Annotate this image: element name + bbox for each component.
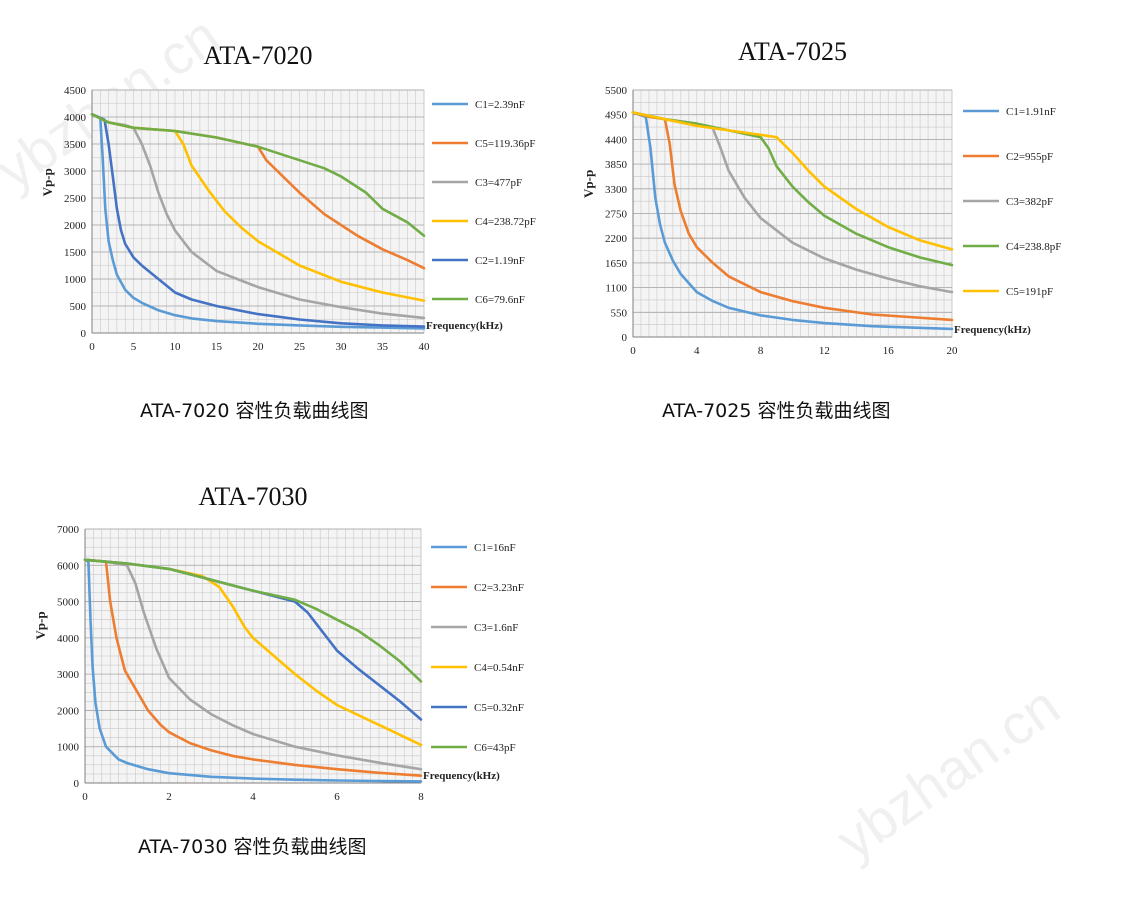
x-tick-label: 12: [819, 345, 830, 357]
chart-title: ATA-7020: [203, 41, 312, 70]
legend-label: C1=2.39nF: [475, 99, 525, 111]
x-tick-label: 5: [131, 341, 137, 353]
x-tick-label: 25: [294, 341, 306, 353]
legend-label: C1=1.91nF: [1006, 106, 1056, 118]
y-tick-label: 1500: [64, 247, 87, 259]
y-tick-label: 550: [611, 307, 628, 319]
y-axis-label: Vp-p: [581, 170, 596, 198]
x-tick-label: 0: [630, 345, 636, 357]
series-line: [631, 111, 954, 267]
y-tick-label: 7000: [57, 524, 80, 536]
x-tick-label: 8: [758, 345, 764, 357]
series-line: [631, 111, 954, 322]
caption-ata-7020: ATA-7020 容性负载曲线图: [140, 400, 369, 422]
y-tick-label: 5000: [57, 597, 80, 609]
x-axis-label: Frequency(kHz): [426, 320, 503, 332]
chart-panel-ata-7020: 0 500 1000 1500 2000 2500 3000 3500 4000 4500 0 5 10…: [40, 30, 560, 370]
legend-label: C4=238.72pF: [475, 216, 536, 228]
chart-title: ATA-7030: [198, 482, 307, 511]
y-tick-label: 2200: [605, 233, 628, 245]
legend-label: C4=0.54nF: [474, 662, 524, 674]
series-line: [631, 111, 954, 251]
y-tick-label: 5500: [605, 85, 628, 97]
series-line: [83, 558, 423, 783]
chart-ata-7020: 0 500 1000 1500 2000 2500 3000 3500 4000 4500 0 5 10…: [40, 41, 536, 353]
x-tick-label: 2: [166, 791, 172, 803]
y-tick-label: 1650: [605, 258, 628, 270]
series-line: [83, 558, 423, 771]
caption-ata-7030: ATA-7030 容性负载曲线图: [138, 836, 367, 858]
x-tick-label: 8: [418, 791, 424, 803]
x-axis-label: Frequency(kHz): [423, 770, 500, 782]
series-line: [83, 558, 423, 683]
chart-ata-7030: 0 1000 2000 3000 4000 5000 6000 7000 0 2 4 6 8 ATA-70…: [33, 482, 524, 803]
y-tick-label: 2000: [57, 705, 80, 717]
grid: [92, 89, 424, 334]
y-tick-label: 3500: [64, 139, 87, 151]
y-tick-label: 1100: [605, 283, 627, 295]
y-tick-label: 6000: [57, 560, 80, 572]
legend-label: C2=955pF: [1006, 151, 1053, 163]
y-tick-label: 500: [70, 301, 87, 313]
x-tick-label: 30: [336, 341, 348, 353]
legend-label: C4=238.8pF: [1006, 241, 1061, 253]
y-tick-label: 4400: [605, 134, 628, 146]
y-tick-label: 4500: [64, 85, 87, 97]
y-tick-label: 2750: [605, 209, 628, 221]
y-tick-label: 3000: [64, 166, 87, 178]
y-tick-label: 3000: [57, 669, 80, 681]
legend-label: C2=3.23nF: [474, 582, 524, 594]
x-tick-label: 4: [694, 345, 700, 357]
x-tick-label: 20: [253, 341, 265, 353]
legend-label: C5=0.32nF: [474, 702, 524, 714]
y-tick-label: 1000: [57, 742, 80, 754]
chart-panel-ata-7025: 0 550 1100 1650 2200 2750 3300 3850 4400 4950 5500…: [575, 30, 1095, 370]
y-tick-label: 0: [81, 328, 87, 340]
y-axis-label: Vp-p: [33, 611, 48, 639]
legend-label: C3=477pF: [475, 177, 522, 189]
series-line: [90, 113, 426, 330]
x-tick-label: 0: [89, 341, 95, 353]
y-tick-label: 3850: [605, 159, 628, 171]
y-tick-label: 4000: [64, 112, 87, 124]
x-tick-label: 15: [211, 341, 223, 353]
legend-label: C2=1.19nF: [475, 255, 525, 267]
x-tick-label: 20: [947, 345, 959, 357]
grid: [85, 528, 421, 784]
legend-label: C3=382pF: [1006, 196, 1053, 208]
legend-label: C6=79.6nF: [475, 294, 525, 306]
y-tick-label: 0: [622, 332, 628, 344]
y-tick-label: 0: [74, 778, 80, 790]
chart-panel-ata-7030: 0 1000 2000 3000 4000 5000 6000 7000 0 2 4 6 8 ATA-70…: [30, 475, 560, 815]
y-tick-label: 1000: [64, 274, 87, 286]
x-tick-label: 4: [250, 791, 256, 803]
x-tick-label: 10: [170, 341, 182, 353]
x-tick-label: 40: [419, 341, 431, 353]
x-tick-label: 35: [377, 341, 389, 353]
chart-ata-7025: 0 550 1100 1650 2200 2750 3300 3850 4400 4950 5500…: [581, 37, 1061, 357]
caption-ata-7025: ATA-7025 容性负载曲线图: [662, 400, 891, 422]
y-tick-label: 2000: [64, 220, 87, 232]
legend-label: C5=191pF: [1006, 286, 1053, 298]
legend-label: C3=1.6nF: [474, 622, 518, 634]
legend-label: C1=16nF: [474, 542, 516, 554]
chart-title: ATA-7025: [738, 37, 847, 66]
x-tick-label: 6: [334, 791, 340, 803]
legend-label: C5=119.36pF: [475, 138, 536, 150]
x-tick-label: 0: [82, 791, 88, 803]
y-tick-label: 4000: [57, 633, 80, 645]
watermark-bottom-right: ybzhan.cn: [825, 673, 1071, 872]
x-tick-label: 16: [883, 345, 895, 357]
y-tick-label: 4950: [605, 110, 628, 122]
legend-label: C6=43pF: [474, 742, 516, 754]
y-tick-label: 2500: [64, 193, 87, 205]
series-line: [90, 113, 426, 328]
series-line: [631, 111, 954, 331]
series-line: [90, 113, 426, 238]
x-axis-label: Frequency(kHz): [954, 324, 1031, 336]
y-axis-label: Vp-p: [40, 168, 55, 196]
y-tick-label: 3300: [605, 184, 628, 196]
series-line: [83, 558, 423, 777]
